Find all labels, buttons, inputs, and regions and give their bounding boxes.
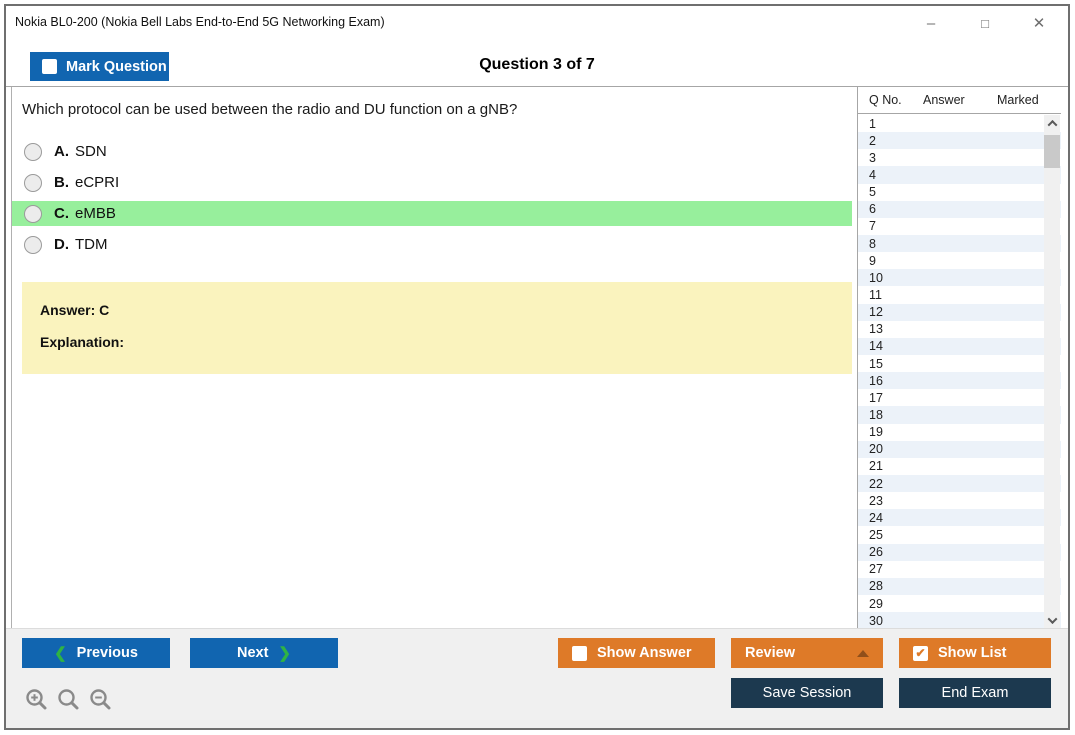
show-list-label: Show List — [938, 645, 1007, 661]
question-list-row[interactable]: 21 — [869, 459, 883, 474]
chevron-right-icon: ❯ — [278, 645, 291, 662]
option-text: eCPRI — [75, 174, 120, 191]
options-list: A. SDN B. eCPRI C. eMBB D. TDM — [12, 139, 852, 263]
save-session-label: Save Session — [762, 685, 852, 701]
question-panel: Which protocol can be used between the r… — [6, 87, 1068, 631]
next-button[interactable]: Next ❯ — [190, 638, 338, 668]
question-list-row[interactable]: 11 — [869, 287, 882, 302]
question-list-row[interactable]: 3 — [869, 150, 876, 165]
question-list-row[interactable]: 28 — [858, 577, 1061, 595]
question-list-row[interactable]: 13 — [869, 322, 883, 337]
scroll-up-icon[interactable] — [1044, 115, 1060, 132]
column-marked: Marked — [997, 93, 1039, 107]
question-list-row[interactable]: 16 — [858, 372, 1061, 390]
option-letter: C. — [54, 205, 69, 222]
zoom-reset-icon[interactable] — [56, 687, 82, 713]
option-letter: B. — [54, 174, 69, 191]
review-label: Review — [745, 645, 795, 661]
question-list-row[interactable]: 1 — [869, 116, 876, 131]
option-text: SDN — [75, 143, 107, 160]
question-list-row[interactable]: 2 — [858, 132, 1061, 150]
radio-button-icon[interactable] — [24, 235, 42, 254]
panel-left-border — [11, 87, 12, 628]
option-text: TDM — [75, 236, 108, 253]
answer-box: Answer: C Explanation: — [22, 282, 852, 374]
answer-option-c[interactable]: C. eMBB — [12, 201, 852, 226]
dropdown-arrow-icon — [857, 650, 869, 657]
app-window: Nokia BL0-200 (Nokia Bell Labs End-to-En… — [4, 4, 1070, 730]
previous-button[interactable]: ❮ Previous — [22, 638, 170, 668]
radio-button-icon[interactable] — [24, 173, 42, 192]
mark-question-label: Mark Question — [66, 58, 167, 75]
question-list-row[interactable]: 14 — [858, 337, 1061, 355]
column-answer: Answer — [923, 93, 965, 107]
zoom-out-icon[interactable] — [88, 687, 114, 713]
next-label: Next — [236, 645, 269, 661]
question-list-row[interactable]: 19 — [869, 425, 883, 440]
radio-button-icon[interactable] — [24, 142, 42, 161]
question-list-row[interactable]: 27 — [869, 562, 883, 577]
question-list-row[interactable]: 30 — [858, 612, 1061, 629]
zoom-controls — [24, 687, 114, 713]
mark-question-checkbox-icon[interactable] — [42, 59, 57, 74]
maximize-icon[interactable]: □ — [981, 15, 989, 31]
question-list-sidebar: Q No. Answer Marked 1 2 3 4 5 6 7 8 9 10 11 12 13 14 1… — [857, 87, 1061, 631]
minimize-icon[interactable]: – — [926, 14, 936, 32]
scrollbar-thumb[interactable] — [1044, 135, 1060, 168]
question-list-row[interactable]: 8 — [858, 234, 1061, 253]
question-list-row[interactable]: 18 — [858, 406, 1061, 424]
question-list-row[interactable]: 12 — [858, 303, 1061, 321]
column-qno: Q No. — [869, 93, 902, 107]
mark-question-button[interactable]: Mark Question — [30, 52, 169, 81]
question-list-row[interactable]: 4 — [858, 166, 1061, 184]
window-title: Nokia BL0-200 (Nokia Bell Labs End-to-En… — [15, 15, 385, 29]
radio-button-icon[interactable] — [24, 204, 42, 223]
footer-bar: ❮ Previous Next ❯ Show Answer Review ✔ S… — [6, 628, 1068, 728]
answer-label: Answer: C — [40, 302, 110, 318]
end-exam-label: End Exam — [941, 685, 1009, 701]
question-list-row[interactable]: 23 — [869, 493, 883, 508]
question-list-row[interactable]: 24 — [858, 509, 1061, 527]
question-list-row[interactable]: 26 — [858, 543, 1061, 561]
question-list-row[interactable]: 22 — [858, 474, 1061, 493]
save-session-button[interactable]: Save Session — [731, 678, 883, 708]
option-letter: A. — [54, 143, 69, 160]
close-icon[interactable]: ✕ — [1032, 15, 1046, 32]
scroll-down-icon[interactable] — [1044, 612, 1060, 629]
question-list-row[interactable]: 25 — [869, 527, 883, 542]
question-list-row[interactable]: 10 — [858, 269, 1061, 287]
question-list-row[interactable]: 20 — [858, 440, 1061, 458]
zoom-in-icon[interactable] — [24, 687, 50, 713]
show-answer-button[interactable]: Show Answer — [558, 638, 715, 668]
answer-option-a[interactable]: A. SDN — [12, 139, 852, 164]
review-button[interactable]: Review — [731, 638, 883, 668]
question-list-row[interactable]: 17 — [869, 390, 883, 405]
question-list-row[interactable]: 7 — [869, 219, 876, 234]
header-divider — [6, 86, 1068, 87]
question-text: Which protocol can be used between the r… — [22, 101, 518, 118]
title-bar: Nokia BL0-200 (Nokia Bell Labs End-to-En… — [6, 6, 1068, 44]
question-list-row[interactable]: 5 — [869, 185, 876, 200]
question-counter: Question 3 of 7 — [479, 56, 595, 73]
end-exam-button[interactable]: End Exam — [899, 678, 1051, 708]
question-list-scrollbar[interactable] — [1044, 115, 1060, 629]
question-list-rows: 1 2 3 4 5 6 7 8 9 10 11 12 13 14 15 16 17 18 19 20 21 22 23 24 2… — [858, 115, 1061, 630]
show-list-button[interactable]: ✔ Show List — [899, 638, 1051, 668]
show-answer-label: Show Answer — [597, 645, 692, 661]
answer-option-b[interactable]: B. eCPRI — [12, 170, 852, 195]
chevron-left-icon: ❮ — [54, 645, 67, 662]
option-text: eMBB — [75, 205, 116, 222]
question-list-row[interactable]: 6 — [858, 200, 1061, 218]
show-list-checkbox-icon[interactable]: ✔ — [913, 645, 928, 661]
window-controls: – □ ✕ — [916, 10, 1054, 36]
explanation-label: Explanation: — [40, 334, 125, 350]
question-list-row[interactable]: 29 — [869, 596, 883, 611]
answer-option-d[interactable]: D. TDM — [12, 232, 852, 257]
show-answer-checkbox-icon[interactable] — [572, 645, 587, 661]
option-letter: D. — [54, 236, 69, 253]
previous-label: Previous — [76, 645, 138, 661]
question-list-row[interactable]: 15 — [869, 356, 883, 371]
question-list-header: Q No. Answer Marked — [858, 87, 1061, 114]
question-list-row[interactable]: 9 — [869, 253, 876, 268]
